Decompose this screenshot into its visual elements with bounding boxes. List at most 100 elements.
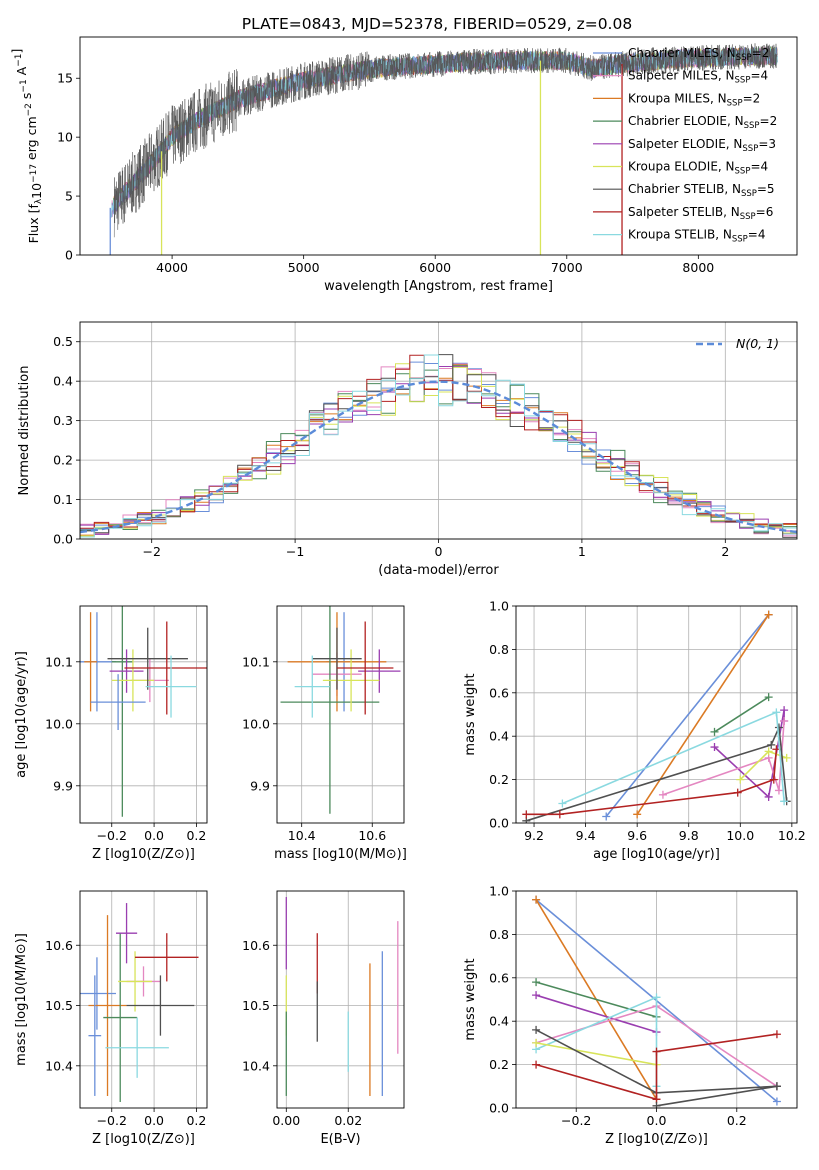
panel-mass_vs_Z: −0.2 0.0 0.2 10.4 10.5 10.6 Z [log10(Z/Z⊙)] mas… <box>14 890 208 1147</box>
y-tick-label: 0.4 <box>489 729 509 744</box>
series-point <box>633 810 642 819</box>
x-tick-label: 0.2 <box>186 828 206 843</box>
y-axis-label-part: A <box>14 66 29 79</box>
x-tick-label: 0.00 <box>272 1113 300 1128</box>
legend-count: =6 <box>756 205 774 219</box>
legend-label: Kroupa MILES, NSSP=2 <box>628 91 760 108</box>
legend-model: Kroupa MILES, N <box>628 91 727 105</box>
y-tick-label: 9.9 <box>250 778 270 793</box>
y-axis-label: mass weight <box>463 673 478 755</box>
y-tick-label: 0.4 <box>489 1014 509 1029</box>
panel-spectrum: PLATE=0843, MJD=52378, FIBERID=0529, z=0… <box>9 15 798 294</box>
axes-frame <box>79 605 208 824</box>
panel-age_vs_Z: −0.2 0.0 0.2 9.9 10.0 10.1 Z [log10(Z/Z⊙)] age … <box>14 605 208 862</box>
x-axis-label: (data-model)/error <box>378 563 499 578</box>
axes-frame <box>515 605 798 824</box>
legend-model: Chabrier ELODIE, N <box>628 114 744 128</box>
x-tick-label: −0.2 <box>97 828 127 843</box>
panel-mass_weight_vs_age: 9.2 9.4 9.6 9.8 10.0 10.2 0.0 0.2 0.4 0.6 0.8 1.0 ag… <box>463 599 806 863</box>
series-line <box>535 994 657 1033</box>
y-tick-label: 0.2 <box>489 1057 509 1072</box>
y-axis-label-part: Flux [f <box>26 204 41 244</box>
panel-age_vs_mass: 10.4 10.6 9.9 10.0 10.1 mass [log10(M/M⊙)] <box>242 605 407 862</box>
chart-title: PLATE=0843, MJD=52378, FIBERID=0529, z=0… <box>242 15 632 33</box>
series-line <box>636 614 770 815</box>
axes-frame <box>276 890 405 1109</box>
legend-sub: SSP <box>741 189 757 199</box>
x-tick-label: 0.2 <box>186 1113 206 1128</box>
series-point <box>710 727 719 736</box>
legend-model: Kroupa ELODIE, N <box>628 160 735 174</box>
legend-sub: SSP <box>735 167 751 177</box>
y-tick-label: 0.0 <box>489 1101 509 1116</box>
y-axis-label: mass [log10(M/M⊙)] <box>14 933 29 1066</box>
legend-count: =4 <box>748 228 766 242</box>
x-tick-label: 0.0 <box>144 828 164 843</box>
series-line <box>535 1033 778 1101</box>
panel-residual-hist: −2 −1 0 1 2 0.0 0.1 0.2 0.3 0.4 0.5 (data-model)/er… <box>17 321 798 578</box>
y-tick-label: 0.2 <box>53 453 73 468</box>
plot-area <box>80 354 797 539</box>
series-point <box>532 978 541 987</box>
y-axis-label-part: −1 <box>14 54 24 67</box>
legend-sub: SSP <box>744 121 760 131</box>
y-tick-label: 10.1 <box>45 654 73 669</box>
x-tick-label: −0.2 <box>97 1113 127 1128</box>
plot-area <box>280 606 401 814</box>
series-point <box>772 708 781 717</box>
axes-frame <box>515 890 798 1109</box>
series-point <box>780 717 789 726</box>
legend-model: Chabrier MILES, N <box>628 46 736 60</box>
legend-sub: SSP <box>740 212 756 222</box>
plot-area <box>80 606 207 817</box>
legend-sub: SSP <box>727 98 743 108</box>
series-line <box>535 981 657 1018</box>
series-point <box>555 810 564 819</box>
x-axis-label: age [log10(age/yr)] <box>593 847 720 862</box>
x-axis-label: E(B-V) <box>320 1132 360 1147</box>
series-point <box>532 991 541 1000</box>
axes-frame <box>79 890 208 1109</box>
x-tick-label: 9.2 <box>524 828 544 843</box>
y-axis-label-part: −1 <box>19 79 29 92</box>
y-tick-label: 10.4 <box>45 1058 73 1073</box>
series-line <box>526 724 788 822</box>
legend-label: Salpeter MILES, NSSP=4 <box>628 69 768 86</box>
x-tick-label: −1 <box>286 544 304 559</box>
plot-area <box>80 903 199 1102</box>
legend-label: Kroupa ELODIE, NSSP=4 <box>628 160 768 177</box>
series-point <box>532 1025 541 1034</box>
legend-label: Kroupa STELIB, NSSP=4 <box>628 228 766 245</box>
series-point <box>774 723 783 732</box>
plot-area <box>532 895 781 1108</box>
x-tick-label: 8000 <box>682 260 714 275</box>
series-point <box>772 1097 781 1106</box>
legend-model: Salpeter ELODIE, N <box>628 137 742 151</box>
x-axis-label: Z [log10(Z/Z⊙)] <box>605 1132 708 1147</box>
legend-label: Chabrier STELIB, NSSP=5 <box>628 182 775 199</box>
series-point <box>774 786 783 795</box>
x-tick-label: 10.0 <box>726 828 754 843</box>
series-point <box>782 753 791 762</box>
series-point <box>772 1030 781 1039</box>
y-axis-label-part: erg cm <box>24 116 39 164</box>
x-axis-label: Z [log10(Z/Z⊙)] <box>92 847 195 862</box>
legend-label: Salpeter ELODIE, NSSP=3 <box>628 137 776 154</box>
series-point <box>772 1082 781 1091</box>
x-tick-label: 0.0 <box>647 1113 667 1128</box>
y-axis-label: age [log10(age/yr)] <box>14 651 29 778</box>
legend-sub: SSP <box>742 144 758 154</box>
y-tick-label: 0.6 <box>489 970 509 985</box>
y-axis-label: Flux [fλ10−17 erg cm−2 s−1 A−1] <box>9 49 44 244</box>
y-tick-label: 10.4 <box>242 1058 270 1073</box>
series-point <box>652 993 661 1002</box>
legend-sub: SSP <box>735 76 751 86</box>
series-line <box>656 1085 778 1107</box>
legend-label: Salpeter STELIB, NSSP=6 <box>628 205 773 222</box>
plot-area <box>109 43 778 255</box>
y-tick-label: 0.5 <box>53 334 73 349</box>
x-tick-label: 0.0 <box>144 1113 164 1128</box>
series-line <box>605 614 770 818</box>
y-axis-label-part: −17 <box>29 164 39 183</box>
series-point <box>736 775 745 784</box>
